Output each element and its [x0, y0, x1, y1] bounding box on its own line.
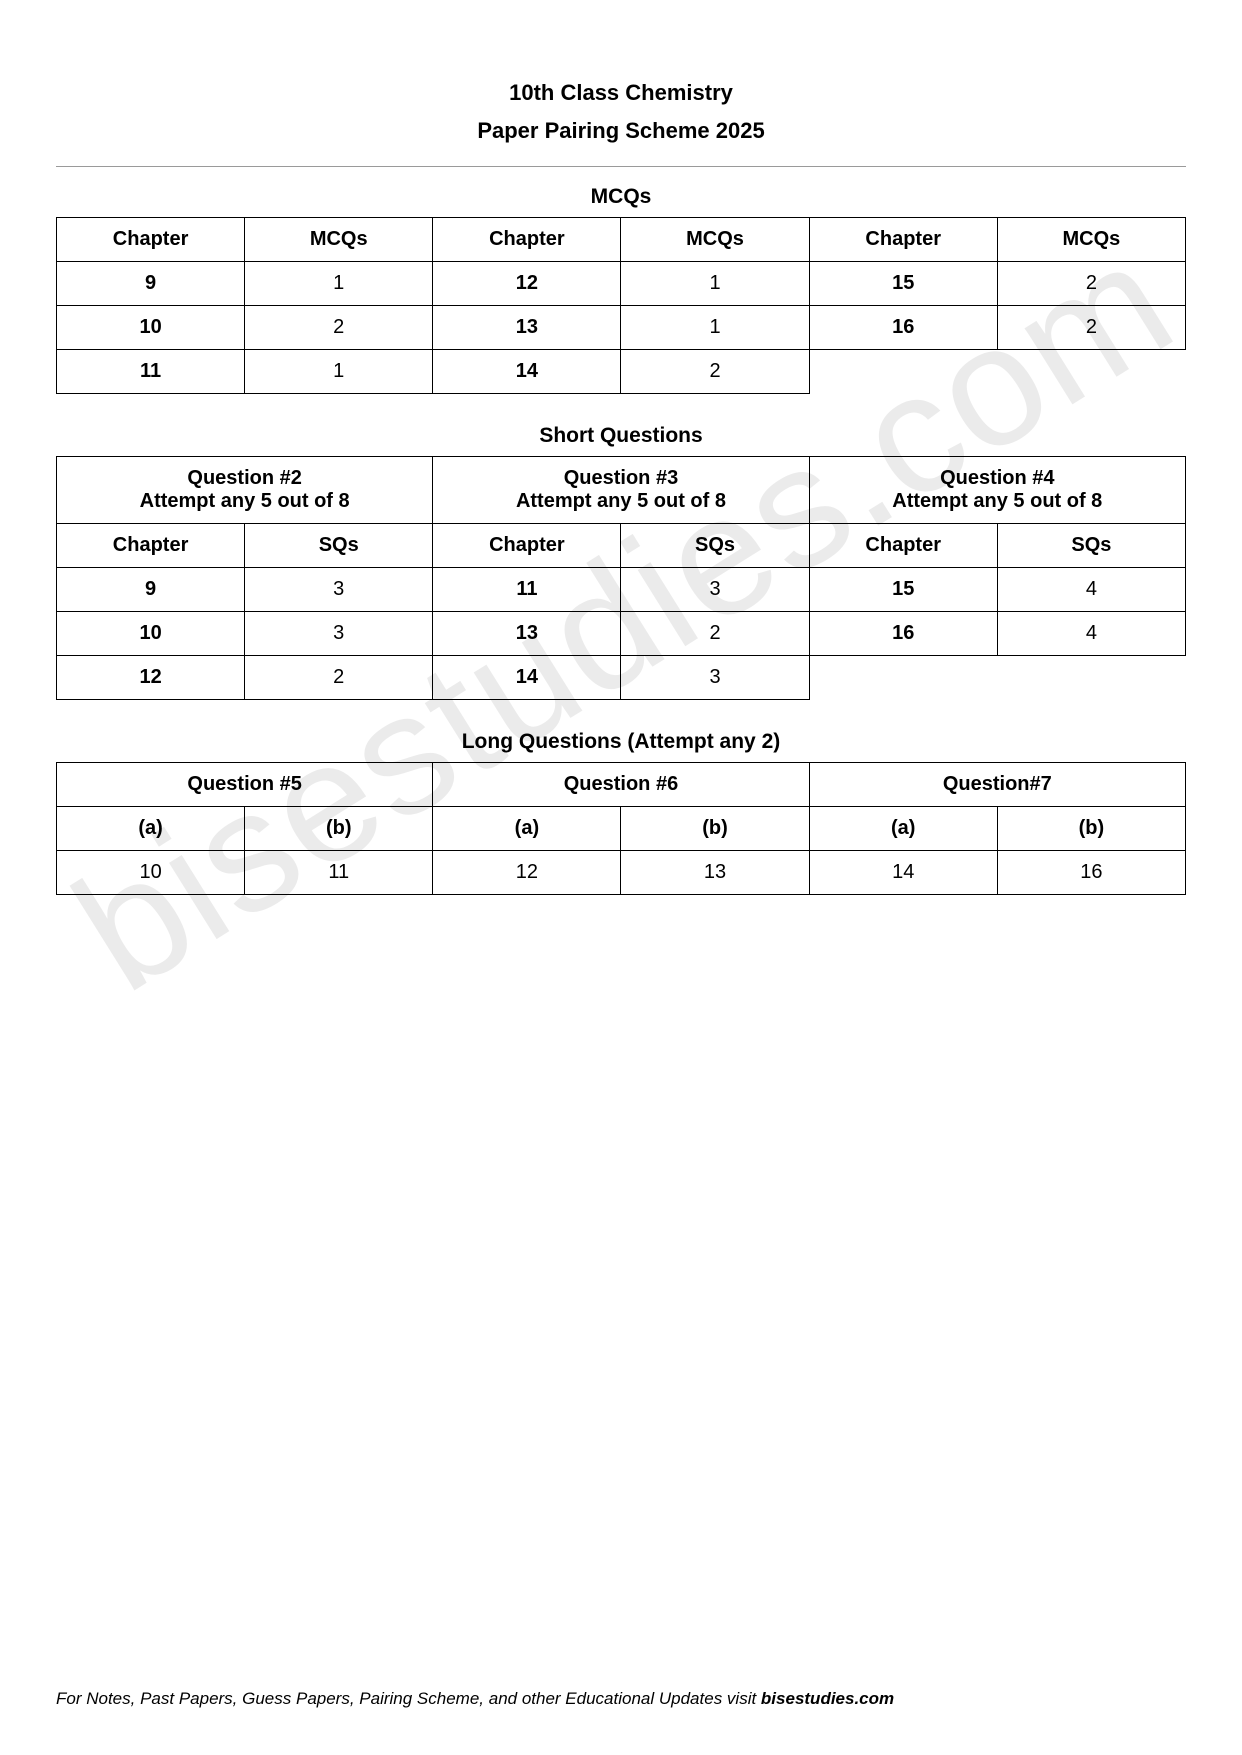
- divider: [56, 166, 1186, 167]
- table-row: 9 3 11 3 15 4: [57, 568, 1186, 612]
- table-row: 10 11 12 13 14 16: [57, 851, 1186, 895]
- col-header-chapter: Chapter: [433, 524, 621, 568]
- cell-chapter: 12: [433, 262, 621, 306]
- table-row: Question #5 Question #6 Question#7: [57, 763, 1186, 807]
- table-row: 10 2 13 1 16 2: [57, 306, 1186, 350]
- cell-sqs: 3: [621, 656, 809, 700]
- mcq-heading: MCQs: [56, 185, 1186, 209]
- cell-chapter: 10: [57, 851, 245, 895]
- cell-chapter: 16: [809, 306, 997, 350]
- lq-question-head: Question#7: [809, 763, 1185, 807]
- col-header-chapter: Chapter: [433, 218, 621, 262]
- col-header-chapter: Chapter: [809, 218, 997, 262]
- cell-sqs: 3: [245, 568, 433, 612]
- lq-part-b: (b): [245, 807, 433, 851]
- lq-table: Question #5 Question #6 Question#7 (a) (…: [56, 762, 1186, 895]
- cell-chapter: 15: [809, 262, 997, 306]
- table-row: (a) (b) (a) (b) (a) (b): [57, 807, 1186, 851]
- cell-chapter: 9: [57, 262, 245, 306]
- table-row: Question #2 Attempt any 5 out of 8 Quest…: [57, 457, 1186, 524]
- lq-question-head: Question #5: [57, 763, 433, 807]
- page: bisestudies.com 10th Class Chemistry Pap…: [0, 0, 1242, 1755]
- cell-chapter: 10: [57, 612, 245, 656]
- cell-sqs: 3: [621, 568, 809, 612]
- sq-head-line1: Question #3: [437, 467, 804, 490]
- sq-question-head: Question #3 Attempt any 5 out of 8: [433, 457, 809, 524]
- cell-mcqs: 1: [245, 350, 433, 394]
- col-header-sqs: SQs: [997, 524, 1185, 568]
- sq-head-line2: Attempt any 5 out of 8: [437, 490, 804, 513]
- cell-sqs: 2: [621, 612, 809, 656]
- cell-chapter: 10: [57, 306, 245, 350]
- sq-question-head: Question #2 Attempt any 5 out of 8: [57, 457, 433, 524]
- page-subtitle: Paper Pairing Scheme 2025: [56, 118, 1186, 144]
- col-header-sqs: SQs: [621, 524, 809, 568]
- cell-mcqs: 2: [621, 350, 809, 394]
- cell-chapter: 14: [433, 350, 621, 394]
- cell-mcqs: 1: [245, 262, 433, 306]
- table-row: 11 1 14 2: [57, 350, 1186, 394]
- cell-mcqs: 1: [621, 306, 809, 350]
- cell-empty: [809, 656, 997, 700]
- cell-chapter: 13: [433, 612, 621, 656]
- table-row: Chapter MCQs Chapter MCQs Chapter MCQs: [57, 218, 1186, 262]
- cell-sqs: 4: [997, 612, 1185, 656]
- lq-part-a: (a): [433, 807, 621, 851]
- col-header-chapter: Chapter: [809, 524, 997, 568]
- sq-table: Question #2 Attempt any 5 out of 8 Quest…: [56, 456, 1186, 700]
- footer-text: For Notes, Past Papers, Guess Papers, Pa…: [56, 1689, 761, 1708]
- mcq-table: Chapter MCQs Chapter MCQs Chapter MCQs 9…: [56, 217, 1186, 394]
- cell-mcqs: 2: [997, 306, 1185, 350]
- cell-chapter: 9: [57, 568, 245, 612]
- cell-empty: [997, 350, 1185, 394]
- col-header-mcqs: MCQs: [621, 218, 809, 262]
- col-header-chapter: Chapter: [57, 218, 245, 262]
- table-row: 9 1 12 1 15 2: [57, 262, 1186, 306]
- lq-question-head: Question #6: [433, 763, 809, 807]
- cell-chapter: 11: [433, 568, 621, 612]
- lq-heading: Long Questions (Attempt any 2): [56, 730, 1186, 754]
- page-title: 10th Class Chemistry: [56, 80, 1186, 106]
- cell-chapter: 16: [809, 612, 997, 656]
- cell-mcqs: 2: [245, 306, 433, 350]
- lq-part-a: (a): [809, 807, 997, 851]
- cell-mcqs: 1: [621, 262, 809, 306]
- cell-sqs: 4: [997, 568, 1185, 612]
- lq-part-b: (b): [997, 807, 1185, 851]
- sq-head-line1: Question #2: [61, 467, 428, 490]
- cell-chapter: 14: [809, 851, 997, 895]
- lq-part-a: (a): [57, 807, 245, 851]
- table-row: 10 3 13 2 16 4: [57, 612, 1186, 656]
- cell-chapter: 16: [997, 851, 1185, 895]
- cell-chapter: 15: [809, 568, 997, 612]
- col-header-mcqs: MCQs: [997, 218, 1185, 262]
- cell-chapter: 13: [621, 851, 809, 895]
- lq-part-b: (b): [621, 807, 809, 851]
- col-header-mcqs: MCQs: [245, 218, 433, 262]
- cell-empty: [809, 350, 997, 394]
- cell-sqs: 2: [245, 656, 433, 700]
- col-header-chapter: Chapter: [57, 524, 245, 568]
- cell-chapter: 11: [245, 851, 433, 895]
- sq-heading: Short Questions: [56, 424, 1186, 448]
- sq-head-line1: Question #4: [814, 467, 1181, 490]
- sq-question-head: Question #4 Attempt any 5 out of 8: [809, 457, 1185, 524]
- table-row: 12 2 14 3: [57, 656, 1186, 700]
- cell-chapter: 14: [433, 656, 621, 700]
- cell-sqs: 3: [245, 612, 433, 656]
- col-header-sqs: SQs: [245, 524, 433, 568]
- footer-site: bisestudies.com: [761, 1689, 894, 1708]
- sq-head-line2: Attempt any 5 out of 8: [814, 490, 1181, 513]
- footer: For Notes, Past Papers, Guess Papers, Pa…: [56, 1689, 1186, 1709]
- sq-head-line2: Attempt any 5 out of 8: [61, 490, 428, 513]
- cell-mcqs: 2: [997, 262, 1185, 306]
- cell-chapter: 11: [57, 350, 245, 394]
- table-row: Chapter SQs Chapter SQs Chapter SQs: [57, 524, 1186, 568]
- cell-chapter: 12: [57, 656, 245, 700]
- cell-chapter: 13: [433, 306, 621, 350]
- cell-chapter: 12: [433, 851, 621, 895]
- cell-empty: [997, 656, 1185, 700]
